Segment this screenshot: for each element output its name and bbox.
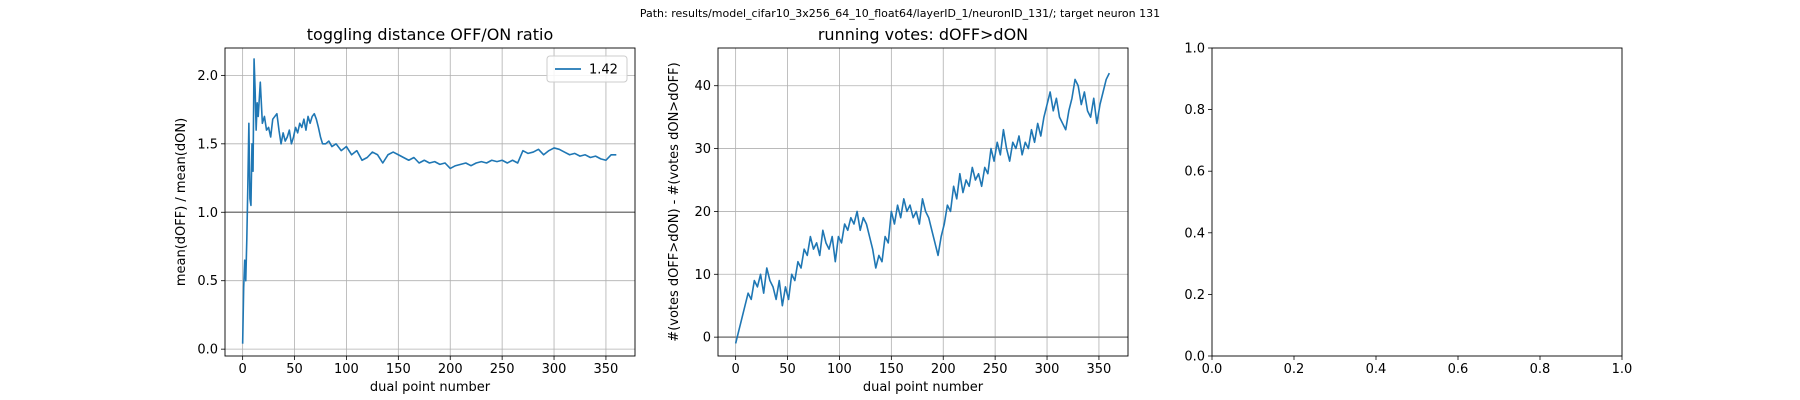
y-tick-label: 40: [694, 79, 711, 94]
axes-frame: [717, 47, 1129, 357]
x-tick-label: 0: [732, 362, 740, 377]
y-tick-label: 0.0: [1184, 350, 1205, 365]
y-tick-label: 1.5: [197, 137, 218, 152]
x-tick-label: 350: [1087, 362, 1112, 377]
y-tick-label: 1.0: [1184, 42, 1205, 57]
x-tick-label: 0.2: [1284, 362, 1305, 377]
x-tick-label: 200: [931, 362, 956, 377]
x-tick-label: 300: [542, 362, 567, 377]
chart-title: toggling distance OFF/ON ratio: [307, 25, 553, 44]
x-tick-label: 1.0: [1612, 362, 1633, 377]
x-tick-label: 100: [334, 362, 359, 377]
x-axis-label: dual point number: [370, 380, 491, 395]
x-tick-label: 350: [594, 362, 619, 377]
x-tick-label: 50: [779, 362, 796, 377]
figure-suptitle: Path: results/model_cifar10_3x256_64_10_…: [639, 7, 1161, 20]
y-tick-label: 20: [694, 205, 711, 220]
y-axis-label: mean(dOFF) / mean(dON): [174, 118, 189, 286]
legend: 1.42: [546, 55, 628, 83]
x-tick-label: 250: [983, 362, 1008, 377]
y-axis-label: #(votes dOFF>dON) - #(votes dON>dOFF): [667, 62, 682, 341]
y-tick-label: 0.8: [1184, 103, 1205, 118]
y-tick-label: 10: [694, 268, 711, 283]
y-tick-label: 0.6: [1184, 165, 1205, 180]
chart-panel-2: 0 50 100 150 200 250 300 350 0 10 20 30 40 running vo…: [667, 25, 1129, 395]
x-tick-label: 250: [490, 362, 515, 377]
x-tick-label: 150: [879, 362, 904, 377]
y-tick-label: 0.0: [197, 343, 218, 358]
x-tick-label: 300: [1035, 362, 1060, 377]
x-tick-label: 0.8: [1530, 362, 1551, 377]
x-tick-label: 100: [827, 362, 852, 377]
y-tick-label: 0: [703, 331, 711, 346]
x-axis-label: dual point number: [863, 380, 984, 395]
series-line-1: [734, 72, 1111, 344]
y-tick-label: 0.5: [197, 274, 218, 289]
x-tick-label: 0.4: [1366, 362, 1387, 377]
chart-title: running votes: dOFF>dON: [818, 25, 1028, 44]
x-tick-label: 0: [239, 362, 247, 377]
chart-panel-1: 0 50 100 150 200 250 300 350 0.0 0.5 1.0 1.5 2.0 togg…: [174, 25, 636, 395]
y-tick-label: 1.0: [197, 206, 218, 221]
series-line-1: [241, 58, 617, 344]
y-tick-label: 2.0: [197, 69, 218, 84]
x-tick-label: 0.0: [1202, 362, 1223, 377]
x-tick-label: 0.6: [1448, 362, 1469, 377]
y-tick-label: 0.2: [1184, 288, 1205, 303]
legend-box: [546, 55, 628, 83]
axes-frame: [1211, 47, 1623, 357]
y-tick-label: 30: [694, 142, 711, 157]
chart-panel-3: 0.0 0.2 0.4 0.6 0.8 1.0 0.0 0.2 0.4 0.6 0.8 1.0: [1184, 42, 1632, 378]
axes-frame: [224, 47, 636, 357]
x-tick-label: 200: [438, 362, 463, 377]
x-tick-label: 50: [286, 362, 303, 377]
x-tick-label: 150: [386, 362, 411, 377]
legend-entry: 1.42: [589, 63, 618, 78]
y-tick-label: 0.4: [1184, 226, 1205, 241]
